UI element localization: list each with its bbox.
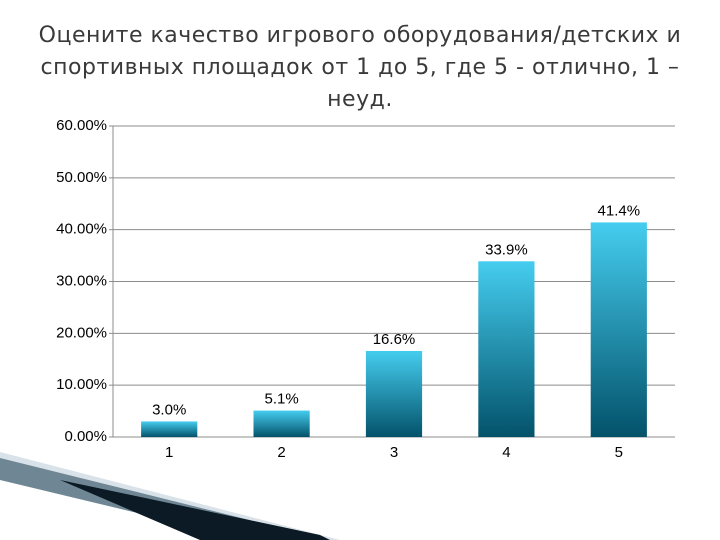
y-tick-label: 0.00% xyxy=(64,428,107,445)
bar xyxy=(365,350,423,437)
value-label: 5.1% xyxy=(264,391,298,408)
bar xyxy=(478,261,535,437)
x-tick-label: 5 xyxy=(615,444,623,461)
x-tick-label: 1 xyxy=(165,444,173,461)
x-tick-label: 2 xyxy=(277,444,285,461)
value-label: 33.9% xyxy=(485,241,528,258)
value-label: 3.0% xyxy=(152,401,186,418)
y-tick-label: 60.00% xyxy=(56,117,107,134)
y-tick-label: 10.00% xyxy=(56,376,107,393)
x-tick-label: 3 xyxy=(390,444,398,461)
value-label: 41.4% xyxy=(598,202,641,219)
decoration xyxy=(60,480,330,540)
y-tick-label: 40.00% xyxy=(56,221,107,238)
x-tick-label: 4 xyxy=(502,444,510,461)
chart-title: Оцените качество игрового оборудования/д… xyxy=(38,23,682,112)
value-label: 16.6% xyxy=(373,331,416,348)
y-tick-label: 50.00% xyxy=(56,169,107,186)
bar xyxy=(590,222,647,437)
decoration xyxy=(0,458,330,540)
y-tick-label: 30.00% xyxy=(56,272,107,289)
bar xyxy=(253,410,310,437)
decoration xyxy=(0,452,340,540)
bar xyxy=(141,421,198,437)
y-tick-label: 20.00% xyxy=(56,324,107,341)
